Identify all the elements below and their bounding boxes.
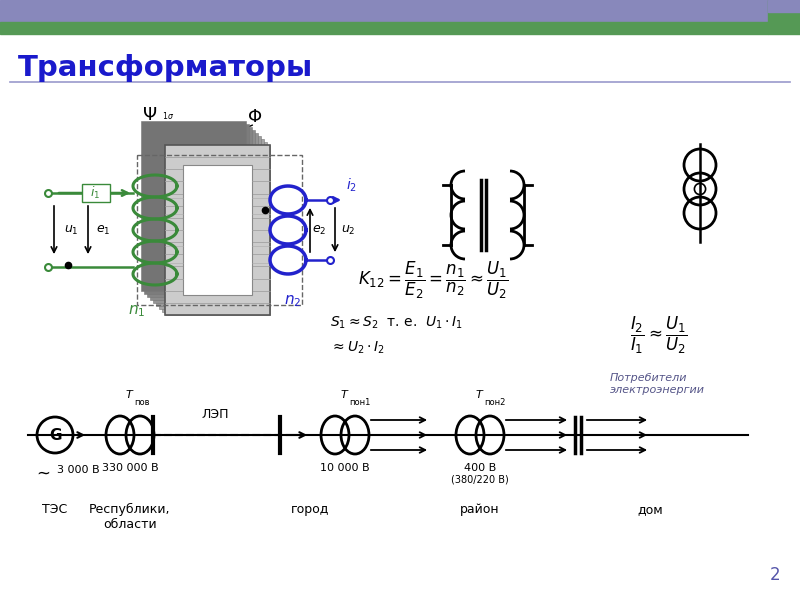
- Bar: [137, 155, 302, 305]
- Text: $_{1\sigma}$: $_{1\sigma}$: [162, 111, 174, 123]
- Bar: [156, 136, 261, 306]
- Text: $T$: $T$: [340, 388, 350, 400]
- Text: $e_2$: $e_2$: [312, 223, 326, 236]
- Text: $T$: $T$: [475, 388, 485, 400]
- Bar: [159, 139, 264, 309]
- Text: $\Psi$: $\Psi$: [142, 106, 158, 124]
- Text: $i_2$: $i_2$: [346, 177, 357, 194]
- Text: 2: 2: [770, 566, 780, 584]
- Text: ~: ~: [36, 465, 50, 483]
- Bar: [183, 165, 252, 295]
- Bar: [768, 0, 800, 12]
- Text: дом: дом: [637, 503, 663, 516]
- Bar: [82, 184, 110, 202]
- Text: $u_2$: $u_2$: [341, 223, 355, 236]
- Bar: [147, 127, 252, 297]
- Bar: [162, 142, 267, 312]
- Text: Трансформаторы: Трансформаторы: [18, 54, 314, 82]
- Bar: [150, 130, 255, 300]
- Text: (380/220 В): (380/220 В): [451, 475, 509, 485]
- Text: $S_1 \approx S_2$  т. е.  $U_1 \cdot I_1$: $S_1 \approx S_2$ т. е. $U_1 \cdot I_1$: [330, 315, 463, 331]
- Text: $\dfrac{I_2}{I_1} \approx \dfrac{U_1}{U_2}$: $\dfrac{I_2}{I_1} \approx \dfrac{U_1}{U_…: [630, 315, 687, 356]
- Text: $i_1$: $i_1$: [90, 185, 101, 201]
- Text: Республики,
области: Республики, области: [90, 503, 170, 531]
- Text: 3 000 В: 3 000 В: [57, 465, 100, 475]
- Bar: [153, 133, 258, 303]
- Text: $T$: $T$: [126, 388, 134, 400]
- Text: 400 В: 400 В: [464, 463, 496, 473]
- Text: пон2: пон2: [484, 398, 506, 407]
- Bar: [144, 124, 249, 294]
- Text: $n_1$: $n_1$: [128, 303, 146, 319]
- Text: пов: пов: [134, 398, 150, 407]
- Bar: [165, 145, 270, 315]
- Bar: [165, 145, 270, 315]
- Text: $n_2$: $n_2$: [284, 293, 302, 308]
- Bar: [0, 0, 768, 22]
- Text: $u_1$: $u_1$: [64, 223, 78, 236]
- Text: район: район: [460, 503, 500, 516]
- Bar: [0, 22, 768, 34]
- Text: $K_{12} = \dfrac{E_1}{E_2} = \dfrac{n_1}{n_2} \approx \dfrac{U_1}{U_2}$: $K_{12} = \dfrac{E_1}{E_2} = \dfrac{n_1}…: [358, 260, 509, 301]
- Text: $e_1$: $e_1$: [96, 223, 110, 236]
- Text: $\Phi$: $\Phi$: [247, 108, 262, 126]
- Text: G: G: [49, 427, 62, 443]
- Text: Потребители
электроэнергии: Потребители электроэнергии: [610, 373, 705, 395]
- Text: 330 000 В: 330 000 В: [102, 463, 158, 473]
- Text: город: город: [291, 503, 329, 516]
- Text: пон1: пон1: [349, 398, 370, 407]
- Text: ТЭС: ТЭС: [42, 503, 68, 516]
- Text: $\approx U_2 \cdot I_2$: $\approx U_2 \cdot I_2$: [330, 340, 385, 356]
- Text: ЛЭП: ЛЭП: [202, 408, 229, 421]
- Bar: [141, 121, 246, 291]
- Bar: [768, 0, 800, 34]
- Text: 10 000 В: 10 000 В: [320, 463, 370, 473]
